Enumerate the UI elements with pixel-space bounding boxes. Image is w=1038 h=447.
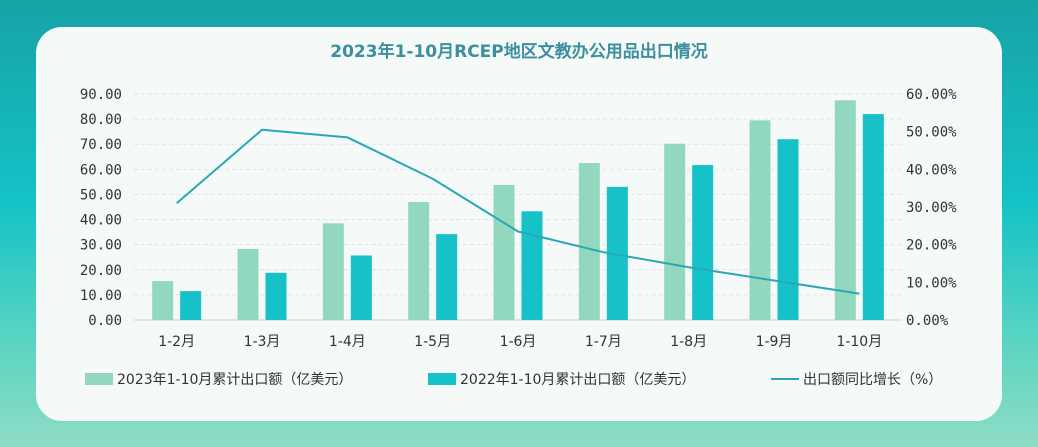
left-tick-label: 50.00 <box>80 187 122 203</box>
left-tick-label: 30.00 <box>80 238 122 254</box>
x-tick-label: 1-6月 <box>500 334 537 350</box>
bar-2022 <box>180 291 202 320</box>
bar-2023 <box>152 281 174 320</box>
bar-2023 <box>664 143 686 320</box>
grid-lines <box>134 93 902 321</box>
legend-swatch <box>85 373 113 385</box>
right-tick-label: 0.00% <box>906 313 949 329</box>
right-tick-label: 10.00% <box>906 275 957 291</box>
left-tick-label: 70.00 <box>80 137 122 153</box>
bar-2023 <box>749 120 771 320</box>
bar-2023 <box>408 201 430 320</box>
x-tick-label: 1-4月 <box>329 334 366 350</box>
x-axis: 1-2月 1-3月 1-4月 1-5月 1-6月 1-7月 1-8月 1-9月 1-10月 <box>158 334 882 350</box>
x-tick-label: 1-5月 <box>414 334 451 350</box>
right-y-axis: 0.00% 10.00% 20.00% 30.00% 40.00% 50.00% 60.00… <box>906 87 957 329</box>
right-tick-label: 20.00% <box>906 238 957 254</box>
right-tick-label: 50.00% <box>906 125 957 141</box>
bar-2022 <box>692 165 714 320</box>
x-tick-label: 1-9月 <box>756 334 793 350</box>
left-tick-label: 20.00 <box>80 263 122 279</box>
left-tick-label: 90.00 <box>80 87 122 103</box>
bar-2022 <box>265 272 287 320</box>
bar-2022 <box>521 211 543 320</box>
left-tick-label: 10.00 <box>80 288 122 304</box>
legend-label: 出口额同比增长（%） <box>803 372 942 388</box>
legend: 2023年1-10月累计出口额（亿美元） 2022年1-10月累计出口额（亿美元）… <box>85 372 942 388</box>
bar-2022 <box>606 186 628 320</box>
bar-2023 <box>322 223 344 320</box>
legend-swatch <box>428 373 456 385</box>
legend-label: 2023年1-10月累计出口额（亿美元） <box>117 372 352 388</box>
left-tick-label: 40.00 <box>80 213 122 229</box>
right-tick-label: 60.00% <box>906 87 957 103</box>
growth-line-path <box>176 128 860 295</box>
chart: 2023年1-10月RCEP地区文教办公用品出口情况 0.00 10.00 20.0… <box>80 41 957 388</box>
left-y-axis: 0.00 10.00 20.00 30.00 40.00 50.00 60.00 70.00 8… <box>80 87 122 329</box>
bar-2023 <box>493 184 515 320</box>
x-tick-label: 1-8月 <box>670 334 707 350</box>
chart-card: 2023年1-10月RCEP地区文教办公用品出口情况 0.00 10.00 20.0… <box>36 27 1002 421</box>
left-tick-label: 80.00 <box>80 112 122 128</box>
x-tick-label: 1-2月 <box>158 334 195 350</box>
bar-2023 <box>834 100 856 321</box>
left-tick-label: 0.00 <box>88 313 122 329</box>
left-tick-label: 60.00 <box>80 162 122 178</box>
x-tick-label: 1-10月 <box>836 334 882 350</box>
right-tick-label: 30.00% <box>906 200 957 216</box>
x-tick-label: 1-3月 <box>244 334 281 350</box>
legend-label: 2022年1-10月累计出口额（亿美元） <box>460 372 695 388</box>
bar-2022 <box>862 114 884 320</box>
bar-2022 <box>436 234 458 320</box>
x-tick-label: 1-7月 <box>585 334 622 350</box>
bars <box>152 100 884 321</box>
bar-2022 <box>350 255 372 320</box>
chart-title: 2023年1-10月RCEP地区文教办公用品出口情况 <box>330 41 708 62</box>
growth-line <box>176 128 860 295</box>
bar-2023 <box>237 248 259 320</box>
right-tick-label: 40.00% <box>906 162 957 178</box>
bar-2022 <box>777 139 799 320</box>
bar-2023 <box>578 163 600 320</box>
